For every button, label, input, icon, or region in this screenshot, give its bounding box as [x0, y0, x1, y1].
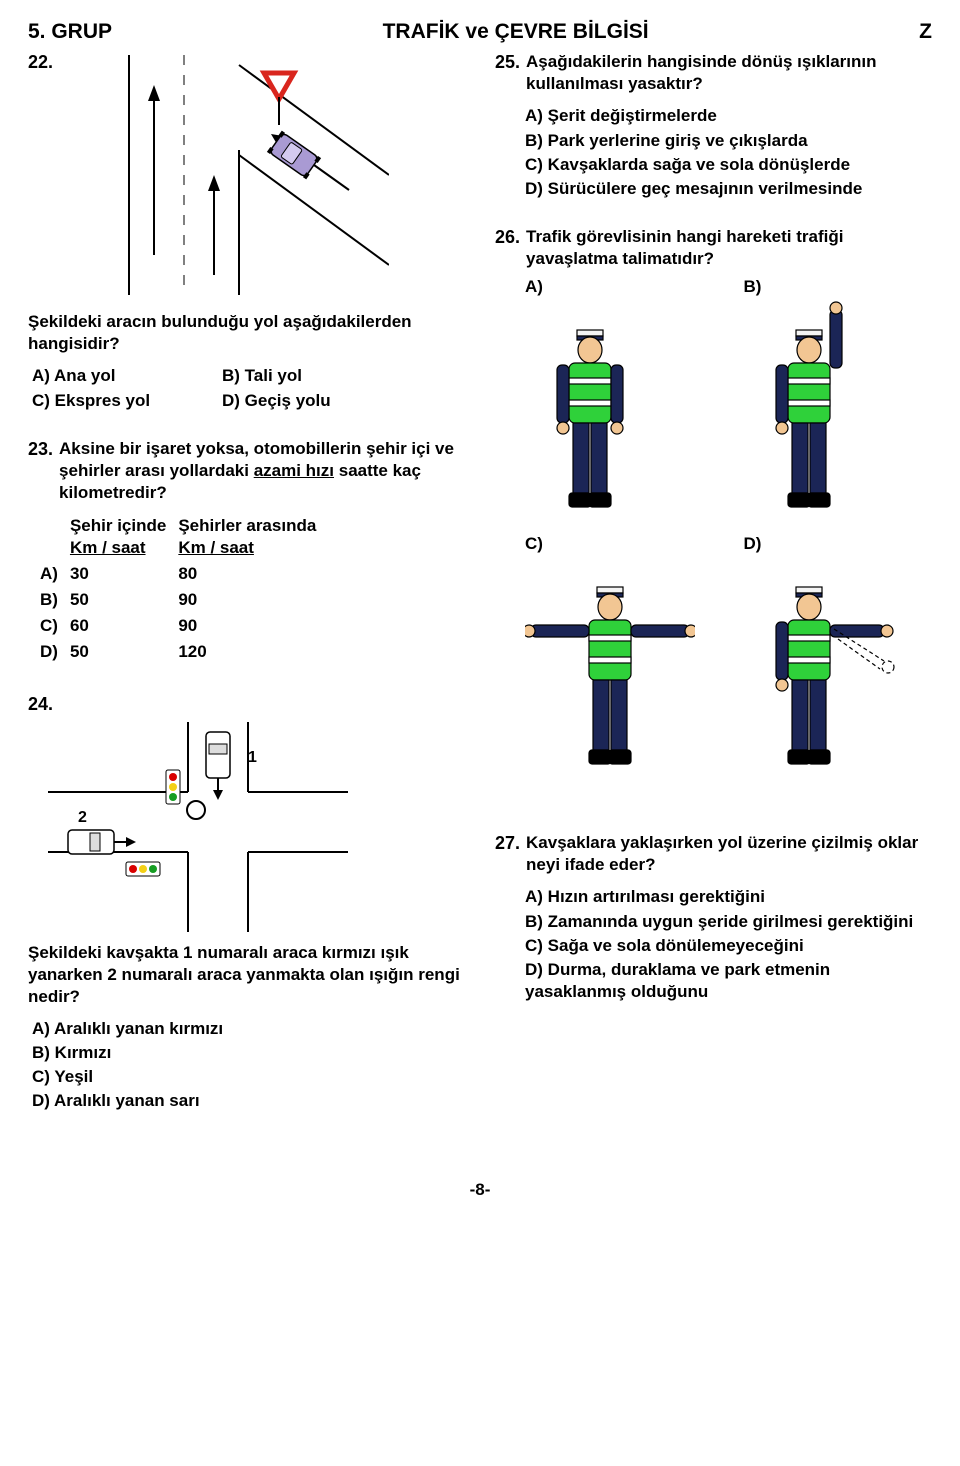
- q27-stem: Kavşaklara yaklaşırken yol üzerine çizil…: [526, 832, 932, 876]
- q23-table: Şehir içinde Km / saat Şehirler arasında…: [38, 512, 328, 667]
- q22-opt-a[interactable]: A) Ana yol: [32, 365, 192, 387]
- q23-row-a[interactable]: A)3080: [40, 562, 326, 586]
- q24-diagram: 1 2: [48, 722, 465, 932]
- right-column: 25. Aşağıdakilerin hangisinde dönüş ışık…: [495, 51, 932, 1138]
- q24-label-2: 2: [78, 809, 87, 826]
- q23-row-c[interactable]: C)6090: [40, 614, 326, 638]
- q22-opt-c[interactable]: C) Ekspres yol: [32, 390, 192, 412]
- q27-opt-a[interactable]: A) Hızın artırılması gerektiğini: [525, 886, 932, 908]
- q27-opt-b[interactable]: B) Zamanında uygun şeride girilmesi gere…: [525, 911, 932, 933]
- q23-h1b: Km / saat: [70, 537, 166, 559]
- q27-number: 27.: [495, 832, 520, 855]
- q24-stem: Şekildeki kavşakta 1 numaralı araca kırm…: [28, 942, 465, 1008]
- q26-opt-b[interactable]: B): [744, 276, 933, 515]
- header-center: TRAFİK ve ÇEVRE BİLGİSİ: [383, 18, 649, 45]
- q22-svg: [89, 55, 389, 295]
- q24-car1: [206, 732, 230, 800]
- left-column: 22.: [28, 51, 465, 1138]
- q24-number: 24.: [28, 693, 53, 716]
- officer-d-icon: [744, 557, 914, 772]
- q27-opt-d[interactable]: D) Durma, duraklama ve park etmenin yasa…: [525, 959, 932, 1003]
- question-26: 26. Trafik görevlisinin hangi hareketi t…: [495, 226, 932, 772]
- q24-opt-d[interactable]: D) Aralıklı yanan sarı: [32, 1090, 465, 1112]
- q23-row-b[interactable]: B)5090: [40, 588, 326, 612]
- q26-opt-c[interactable]: C): [525, 533, 714, 772]
- q25-opt-b[interactable]: B) Park yerlerine giriş ve çıkışlarda: [525, 130, 932, 152]
- q23-h2a: Şehirler arasında: [178, 515, 316, 537]
- q26-opt-d[interactable]: D): [744, 533, 933, 772]
- q22-stem: Şekildeki aracın bulunduğu yol aşağıdaki…: [28, 311, 465, 355]
- q23-rows: A)3080 B)5090 C)6090 D)50120: [40, 562, 326, 664]
- q23-h1a: Şehir içinde: [70, 515, 166, 537]
- question-22: 22.: [28, 51, 465, 411]
- q22-opt-d[interactable]: D) Geçiş yolu: [222, 390, 331, 412]
- q24-opt-b[interactable]: B) Kırmızı: [32, 1042, 465, 1064]
- q23-stem: Aksine bir işaret yoksa, otomobillerin ş…: [59, 438, 465, 504]
- q24-opt-c[interactable]: C) Yeşil: [32, 1066, 465, 1088]
- q25-opt-c[interactable]: C) Kavşaklarda sağa ve sola dönüşlerde: [525, 154, 932, 176]
- q27-opt-c[interactable]: C) Sağa ve sola dönülemeyeceğini: [525, 935, 932, 957]
- q25-opt-a[interactable]: A) Şerit değiştirmelerde: [525, 105, 932, 127]
- officer-b-icon: [744, 300, 874, 515]
- header-left: 5. GRUP: [28, 18, 112, 45]
- question-23: 23. Aksine bir işaret yoksa, otomobiller…: [28, 438, 465, 667]
- q25-number: 25.: [495, 51, 520, 74]
- q24-label-1: 1: [248, 749, 257, 766]
- question-25: 25. Aşağıdakilerin hangisinde dönüş ışık…: [495, 51, 932, 200]
- question-27: 27. Kavşaklara yaklaşırken yol üzerine ç…: [495, 832, 932, 1003]
- q25-opt-d[interactable]: D) Sürücülere geç mesajının verilmesinde: [525, 178, 932, 200]
- q22-number: 22.: [28, 51, 53, 74]
- q22-opt-b[interactable]: B) Tali yol: [222, 365, 302, 387]
- header-right: Z: [919, 18, 932, 45]
- q24-svg: 1 2: [48, 722, 348, 932]
- page-footer: -8-: [28, 1179, 932, 1201]
- question-24: 24.: [28, 693, 465, 1113]
- officer-a-icon: [525, 300, 655, 515]
- q23-h2b: Km / saat: [178, 537, 316, 559]
- page-header: 5. GRUP TRAFİK ve ÇEVRE BİLGİSİ Z: [28, 18, 932, 45]
- q24-opt-a[interactable]: A) Aralıklı yanan kırmızı: [32, 1018, 465, 1040]
- q26-stem: Trafik görevlisinin hangi hareketi trafi…: [526, 226, 932, 270]
- q24-car2: [68, 830, 136, 854]
- q22-diagram: [89, 55, 389, 295]
- officer-c-icon: [525, 557, 695, 772]
- q23-number: 23.: [28, 438, 53, 461]
- q26-number: 26.: [495, 226, 520, 249]
- q26-opt-a[interactable]: A): [525, 276, 714, 515]
- q23-row-d[interactable]: D)50120: [40, 640, 326, 664]
- q25-stem: Aşağıdakilerin hangisinde dönüş ışıkları…: [526, 51, 932, 95]
